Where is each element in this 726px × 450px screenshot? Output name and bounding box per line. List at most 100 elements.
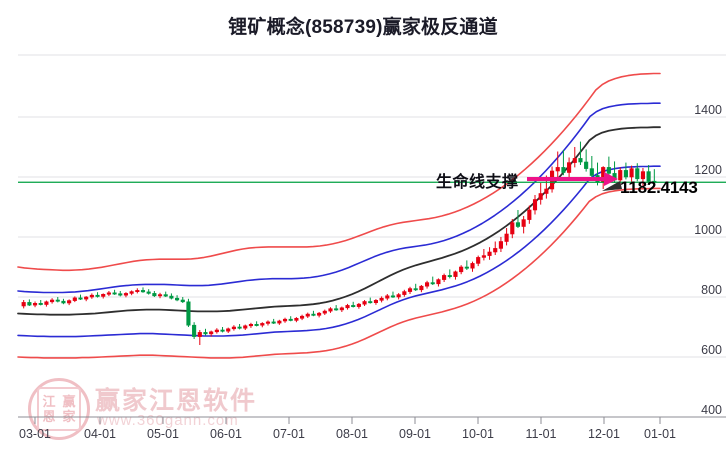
candle-body <box>38 302 43 305</box>
candle-body <box>572 158 577 163</box>
candle-body <box>311 313 316 316</box>
x-axis-tick-label: 07-01 <box>273 427 305 441</box>
candle-body <box>260 323 265 326</box>
candle-body <box>561 167 566 173</box>
candle-body <box>618 170 623 181</box>
last-price-label: 1182.4143 <box>620 178 698 198</box>
candle-body <box>629 168 634 178</box>
candle-body <box>265 321 271 324</box>
candle-body <box>180 299 185 303</box>
candle-body <box>481 255 486 258</box>
candle-body <box>578 158 583 163</box>
candle-body <box>186 301 191 326</box>
candle-body <box>55 299 60 302</box>
x-axis-tick-label: 04-01 <box>84 427 116 441</box>
candle-body <box>487 251 492 256</box>
candle-body <box>248 323 253 327</box>
x-axis-tick-label: 08-01 <box>336 427 368 441</box>
watermark-brand: 赢家江恩软件 <box>95 387 258 415</box>
candle-body <box>175 297 180 301</box>
candle-body <box>152 293 157 297</box>
candle-body <box>464 266 469 269</box>
candle-body <box>50 299 55 303</box>
candlesticks <box>21 141 657 345</box>
candle-body <box>203 332 208 335</box>
candle-body <box>407 288 413 292</box>
watermark-seal: 江 赢 恩 家 <box>28 378 90 440</box>
candle-body <box>646 171 651 182</box>
candle-body <box>328 308 333 312</box>
candle-body <box>72 297 77 301</box>
candle-body <box>510 222 515 235</box>
seal-char: 江 <box>42 394 56 409</box>
candle-body <box>300 315 305 319</box>
candle-body <box>396 294 401 298</box>
candle-body <box>379 297 384 301</box>
candle-body <box>101 293 106 297</box>
candle-body <box>322 310 327 314</box>
candle-body <box>135 290 140 292</box>
candle-body <box>436 279 441 285</box>
candle-body <box>538 193 543 200</box>
band-upper-inner-band <box>17 102 661 294</box>
seal-char: 赢 <box>62 394 76 409</box>
candle-body <box>442 275 447 280</box>
candle-body <box>430 282 435 285</box>
candle-body <box>106 292 111 295</box>
candle-body <box>288 318 293 321</box>
candle-body <box>89 294 94 298</box>
candle-body <box>373 299 378 303</box>
candle-body <box>27 302 32 306</box>
x-axis-tick-label: 12-01 <box>588 427 620 441</box>
candle-body <box>527 209 532 220</box>
candle-body <box>95 294 100 297</box>
candle-body <box>192 324 197 337</box>
candle-body <box>140 290 146 293</box>
candle-body <box>635 168 640 180</box>
x-axis-tick-label: 03-01 <box>19 427 51 441</box>
annotation-layer <box>18 172 726 191</box>
candle-body <box>305 313 310 317</box>
candle-body <box>345 305 350 309</box>
candle-body <box>44 301 49 305</box>
candle-body <box>21 302 26 307</box>
x-axis-tick-label: 10-01 <box>462 427 494 441</box>
candle-body <box>390 295 396 298</box>
x-tick-marks <box>34 417 661 424</box>
lifeline-arrow-head <box>604 172 618 186</box>
candle-body <box>470 263 475 269</box>
candle-body <box>243 325 248 329</box>
candle-body <box>493 248 498 253</box>
candle-body <box>67 300 72 304</box>
band-lower-inner-band <box>17 165 661 338</box>
candle-body <box>362 301 367 305</box>
candle-body <box>112 292 117 295</box>
candle-body <box>237 326 242 329</box>
candle-body <box>447 275 452 277</box>
candle-body <box>532 199 538 211</box>
band-lower-outer-band <box>17 187 661 359</box>
candle-body <box>129 291 134 294</box>
candle-body <box>226 328 231 332</box>
candle-body <box>339 307 344 311</box>
x-axis-tick-label: 06-01 <box>210 427 242 441</box>
x-axis-tick-label: 05-01 <box>147 427 179 441</box>
candle-body <box>294 317 299 321</box>
candle-body <box>640 171 646 180</box>
candle-body <box>402 291 407 295</box>
annotation-lifeline-support: 生命线支撑 <box>436 174 519 191</box>
candle-body <box>555 167 560 172</box>
candle-body <box>584 161 589 169</box>
candle-body <box>220 329 225 332</box>
candle-body <box>521 219 526 227</box>
candle-body <box>32 302 38 306</box>
watermark-url: www.360gann.com <box>97 412 239 429</box>
y-axis-tick-label: 600 <box>701 343 722 357</box>
candle-body <box>453 271 458 277</box>
candle-body <box>118 293 123 296</box>
candle-body <box>413 288 418 291</box>
watermark-seal-inner: 江 赢 恩 家 <box>37 387 81 431</box>
